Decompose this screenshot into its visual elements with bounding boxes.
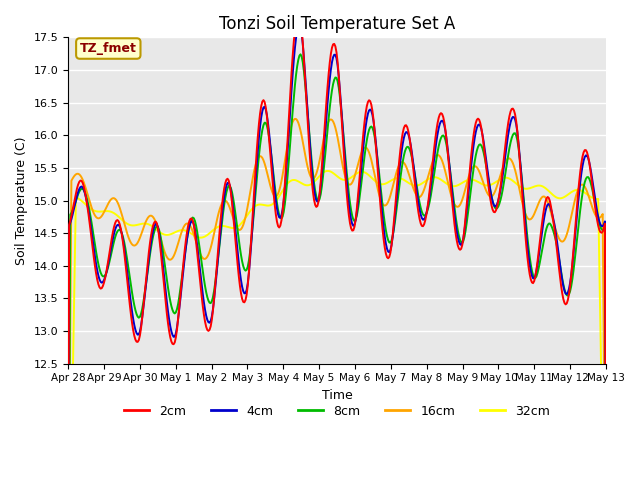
Y-axis label: Soil Temperature (C): Soil Temperature (C) <box>15 136 28 265</box>
Legend: 2cm, 4cm, 8cm, 16cm, 32cm: 2cm, 4cm, 8cm, 16cm, 32cm <box>119 400 555 423</box>
Text: TZ_fmet: TZ_fmet <box>80 42 137 55</box>
Title: Tonzi Soil Temperature Set A: Tonzi Soil Temperature Set A <box>219 15 455 33</box>
X-axis label: Time: Time <box>322 389 353 402</box>
